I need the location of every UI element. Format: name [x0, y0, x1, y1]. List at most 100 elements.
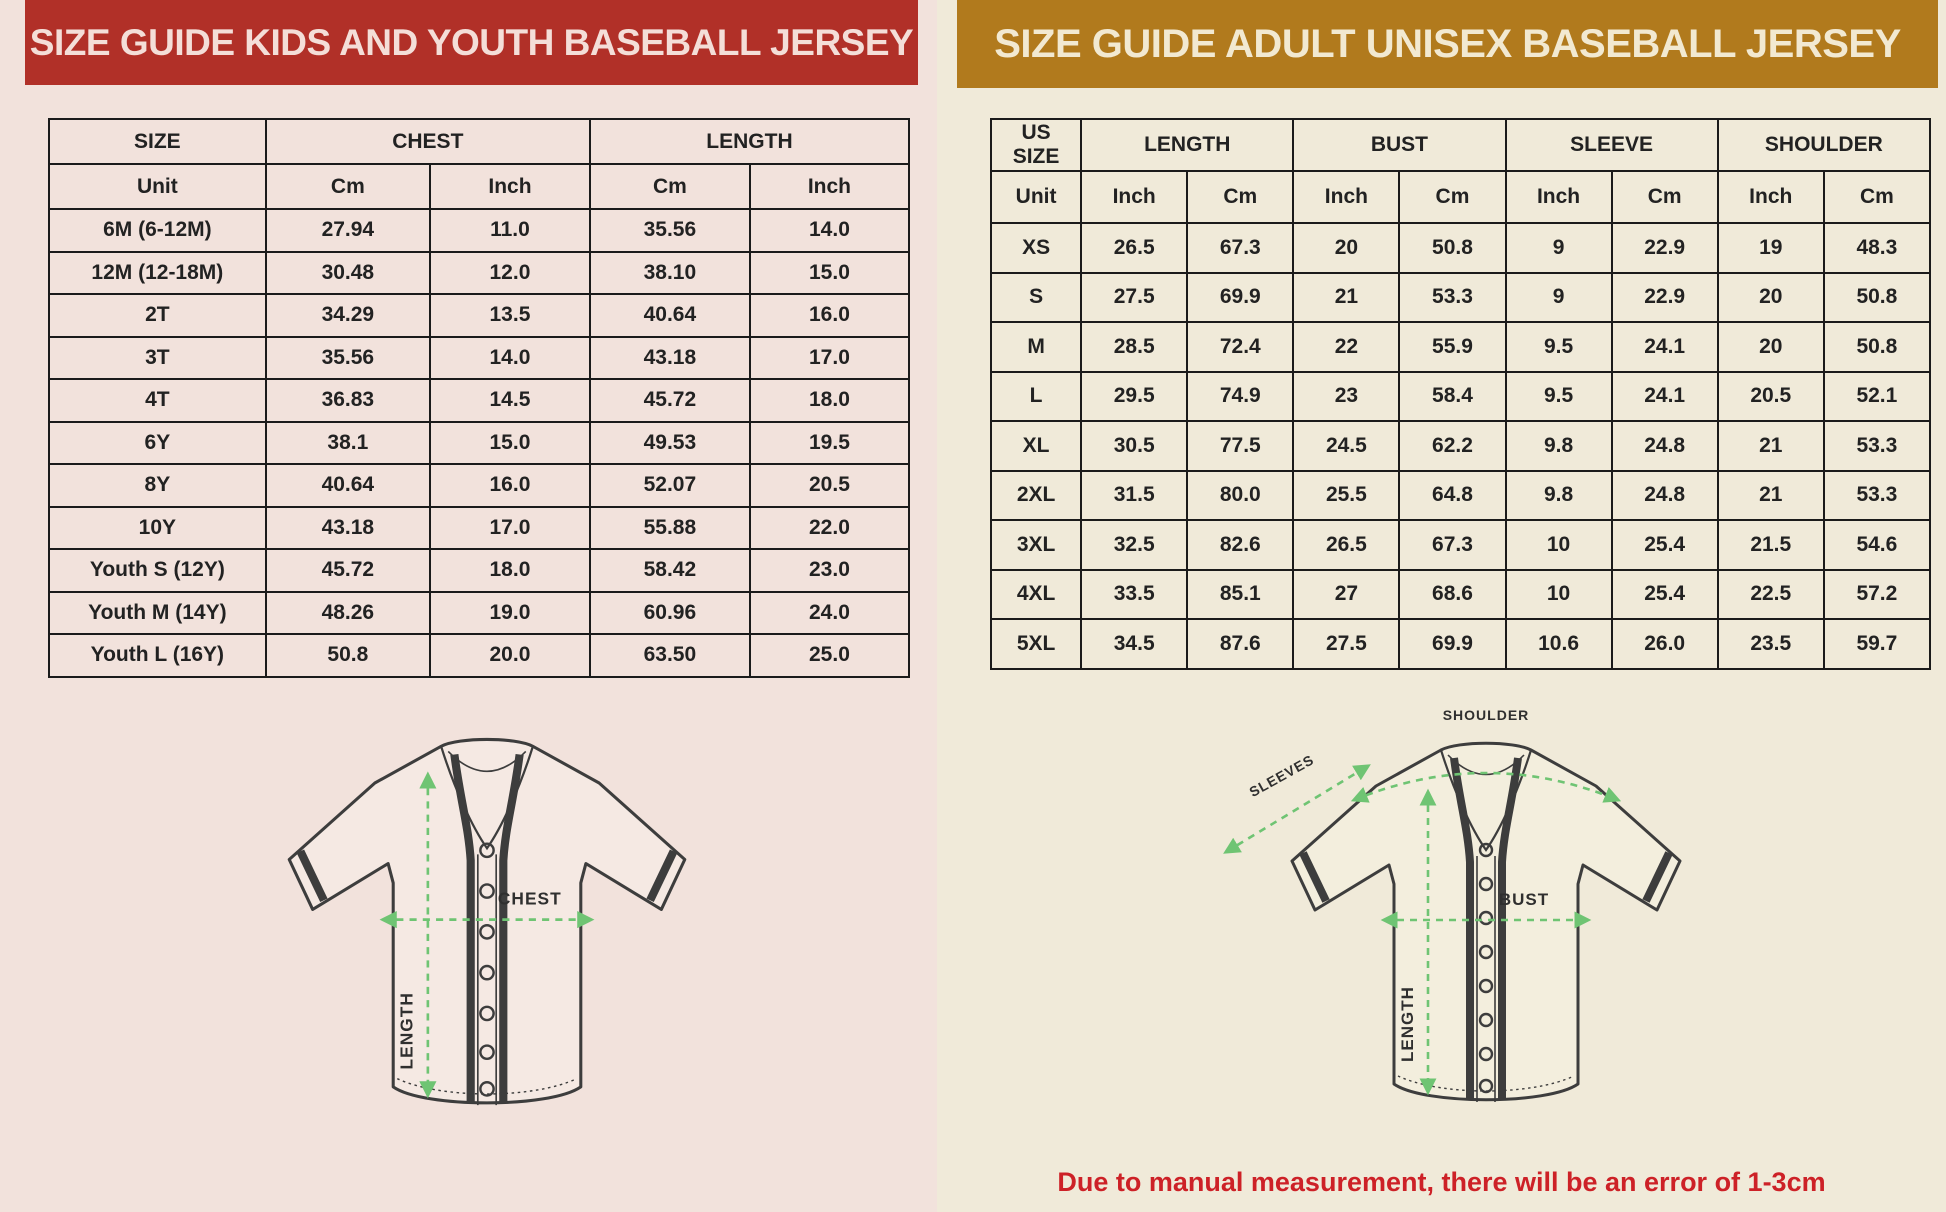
col-header-length: LENGTH: [588, 118, 911, 165]
jersey-placket-left-stripe: [449, 753, 475, 1103]
unit-header: Cm: [588, 163, 751, 210]
value-cell: 74.9: [1186, 370, 1295, 422]
size-cell: L: [989, 370, 1083, 422]
value-cell: 52.07: [588, 463, 751, 508]
value-cell: 45.72: [264, 548, 431, 593]
value-cell: 16.0: [428, 463, 591, 508]
unit-header: Cm: [1822, 170, 1932, 224]
value-cell: 55.9: [1398, 321, 1507, 373]
col-header-bust: BUST: [1292, 118, 1507, 172]
value-cell: 18.0: [748, 378, 911, 423]
value-cell: 87.6: [1186, 618, 1295, 670]
jersey-body: [287, 737, 686, 1104]
value-cell: 24.8: [1610, 469, 1719, 521]
value-cell: 68.6: [1398, 568, 1507, 620]
value-cell: 25.4: [1610, 519, 1719, 571]
value-cell: 25.5: [1292, 469, 1401, 521]
table-row: XL 30.5 77.5 24.5 62.2 9.8 24.8 21 53.3: [989, 420, 1932, 472]
chest-label: CHEST: [497, 888, 561, 908]
value-cell: 10.6: [1504, 618, 1613, 670]
jersey-vneck: [1439, 749, 1532, 852]
size-cell: 5XL: [989, 618, 1083, 670]
value-cell: 23.5: [1716, 618, 1825, 670]
value-cell: 48.3: [1822, 222, 1932, 274]
value-cell: 10: [1504, 568, 1613, 620]
value-cell: 9: [1504, 222, 1613, 274]
value-cell: 20: [1292, 222, 1401, 274]
table-row: 4XL 33.5 85.1 27 68.6 10 25.4 22.5 57.2: [989, 568, 1932, 620]
value-cell: 22.9: [1610, 222, 1719, 274]
value-cell: 27: [1292, 568, 1401, 620]
jersey-buttons: [478, 841, 495, 1097]
kids-title-banner: SIZE GUIDE KIDS AND YOUTH BASEBALL JERSE…: [25, 0, 918, 85]
value-cell: 53.3: [1398, 271, 1507, 323]
value-cell: 82.6: [1186, 519, 1295, 571]
value-cell: 19.5: [748, 420, 911, 465]
kids-panel: SIZE GUIDE KIDS AND YOUTH BASEBALL JERSE…: [0, 0, 937, 1212]
value-cell: 69.9: [1398, 618, 1507, 670]
value-cell: 50.8: [264, 633, 431, 678]
size-cell: Youth S (12Y): [48, 548, 267, 593]
table-row: XS 26.5 67.3 20 50.8 9 22.9 19 48.3: [989, 222, 1932, 274]
value-cell: 67.3: [1186, 222, 1295, 274]
value-cell: 52.1: [1822, 370, 1932, 422]
unit-header: Inch: [428, 163, 591, 210]
group-header-row: SIZE CHEST LENGTH: [48, 118, 911, 165]
table-row: 6Y 38.1 15.0 49.53 19.5: [48, 420, 911, 465]
value-cell: 20: [1716, 271, 1825, 323]
value-cell: 27.5: [1080, 271, 1189, 323]
value-cell: 20.0: [428, 633, 591, 678]
value-cell: 72.4: [1186, 321, 1295, 373]
value-cell: 14.5: [428, 378, 591, 423]
unit-header: Inch: [1080, 170, 1189, 224]
value-cell: 15.0: [428, 420, 591, 465]
sleeves-label: SLEEVES: [1246, 751, 1316, 800]
value-cell: 24.1: [1610, 370, 1719, 422]
value-cell: 18.0: [428, 548, 591, 593]
value-cell: 19.0: [428, 590, 591, 635]
value-cell: 21.5: [1716, 519, 1825, 571]
unit-header: Cm: [1610, 170, 1719, 224]
table-row: 3XL 32.5 82.6 26.5 67.3 10 25.4 21.5 54.6: [989, 519, 1932, 571]
value-cell: 63.50: [588, 633, 751, 678]
value-cell: 23: [1292, 370, 1401, 422]
size-cell: XS: [989, 222, 1083, 274]
value-cell: 24.1: [1610, 321, 1719, 373]
unit-header: Inch: [1716, 170, 1825, 224]
unit-header: Unit: [48, 163, 267, 210]
table-row: 12M (12-18M) 30.48 12.0 38.10 15.0: [48, 250, 911, 295]
value-cell: 10: [1504, 519, 1613, 571]
value-cell: 20.5: [748, 463, 911, 508]
value-cell: 33.5: [1080, 568, 1189, 620]
unit-header: Inch: [748, 163, 911, 210]
value-cell: 13.5: [428, 293, 591, 338]
value-cell: 9.5: [1504, 370, 1613, 422]
kids-jersey-illustration: CHEST LENGTH: [287, 737, 686, 1105]
value-cell: 32.5: [1080, 519, 1189, 571]
value-cell: 50.8: [1822, 271, 1932, 323]
value-cell: 50.8: [1398, 222, 1507, 274]
table-row: 10Y 43.18 17.0 55.88 22.0: [48, 505, 911, 550]
value-cell: 20: [1716, 321, 1825, 373]
value-cell: 22: [1292, 321, 1401, 373]
table-row: Youth S (12Y) 45.72 18.0 58.42 23.0: [48, 548, 911, 593]
value-cell: 22.0: [748, 505, 911, 550]
table-row: 4T 36.83 14.5 45.72 18.0: [48, 378, 911, 423]
value-cell: 77.5: [1186, 420, 1295, 472]
col-header-us-size: US SIZE: [989, 118, 1083, 172]
unit-header: Inch: [1292, 170, 1401, 224]
value-cell: 19: [1716, 222, 1825, 274]
value-cell: 31.5: [1080, 469, 1189, 521]
length-label: LENGTH: [396, 992, 416, 1069]
value-cell: 43.18: [588, 335, 751, 380]
adult-title-banner: SIZE GUIDE ADULT UNISEX BASEBALL JERSEY: [957, 0, 1938, 88]
jersey-left-cuff-stripe: [296, 849, 328, 902]
value-cell: 26.5: [1080, 222, 1189, 274]
table-row: 8Y 40.64 16.0 52.07 20.5: [48, 463, 911, 508]
value-cell: 9.5: [1504, 321, 1613, 373]
table-row: Youth L (16Y) 50.8 20.0 63.50 25.0: [48, 633, 911, 678]
table-row: S 27.5 69.9 21 53.3 9 22.9 20 50.8: [989, 271, 1932, 323]
kids-size-table: SIZE CHEST LENGTH Unit Cm Inch Cm Inch 6…: [48, 118, 911, 678]
shoulder-label: SHOULDER: [1442, 707, 1529, 723]
